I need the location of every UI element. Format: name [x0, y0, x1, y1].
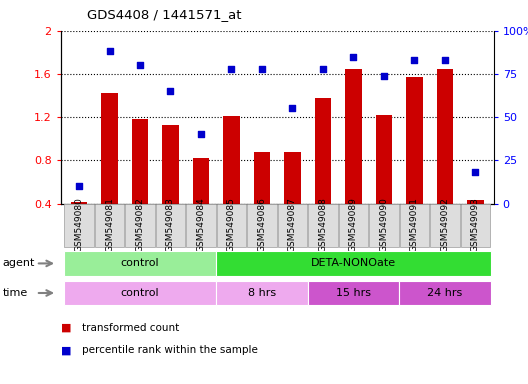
Bar [400, 204, 429, 247]
Text: percentile rank within the sample: percentile rank within the sample [82, 345, 258, 355]
Bar [247, 204, 277, 247]
Text: GSM549091: GSM549091 [410, 197, 419, 252]
Bar [339, 204, 368, 247]
Text: ■: ■ [61, 345, 71, 355]
Text: GSM549092: GSM549092 [440, 197, 449, 252]
Bar [216, 281, 308, 305]
Point [75, 183, 83, 189]
Point [441, 57, 449, 63]
Text: time: time [3, 288, 28, 298]
Bar [406, 77, 423, 204]
Text: transformed count: transformed count [82, 323, 179, 333]
Point [319, 66, 327, 72]
Bar [253, 152, 270, 204]
Text: GSM549081: GSM549081 [105, 197, 114, 252]
Text: GSM549085: GSM549085 [227, 197, 236, 252]
Text: GSM549087: GSM549087 [288, 197, 297, 252]
Bar [315, 98, 332, 204]
Text: GSM549088: GSM549088 [318, 197, 327, 252]
Bar [64, 251, 216, 276]
Point [136, 62, 144, 68]
Bar [101, 93, 118, 204]
Bar [467, 200, 484, 204]
Bar [308, 281, 399, 305]
Bar [284, 152, 301, 204]
Text: GDS4408 / 1441571_at: GDS4408 / 1441571_at [87, 8, 242, 21]
Bar [223, 116, 240, 204]
Text: agent: agent [3, 258, 35, 268]
Bar [369, 204, 399, 247]
Point [166, 88, 175, 94]
Bar [399, 281, 491, 305]
Text: 24 hrs: 24 hrs [427, 288, 463, 298]
Text: ■: ■ [61, 323, 71, 333]
Point [288, 106, 297, 112]
Text: control: control [121, 258, 159, 268]
Point [380, 73, 388, 79]
Point [105, 48, 114, 55]
Text: 8 hrs: 8 hrs [248, 288, 276, 298]
Bar [156, 204, 185, 247]
Bar [217, 204, 246, 247]
Bar [186, 204, 215, 247]
Text: GSM549082: GSM549082 [136, 197, 145, 252]
Point [258, 66, 266, 72]
Bar [131, 119, 148, 204]
Text: 15 hrs: 15 hrs [336, 288, 371, 298]
Point [197, 131, 205, 137]
Point [349, 53, 357, 60]
Bar [461, 204, 490, 247]
Bar [193, 158, 210, 204]
Text: GSM549086: GSM549086 [258, 197, 267, 252]
Point [471, 169, 479, 175]
Bar [375, 115, 392, 204]
Bar [345, 68, 362, 204]
Bar [437, 68, 453, 204]
Bar [278, 204, 307, 247]
Point [410, 57, 419, 63]
Text: DETA-NONOate: DETA-NONOate [311, 258, 396, 268]
Text: GSM549093: GSM549093 [471, 197, 480, 252]
Bar [125, 204, 155, 247]
Point [227, 66, 235, 72]
Bar [71, 202, 88, 204]
Text: GSM549089: GSM549089 [349, 197, 358, 252]
Bar [308, 204, 337, 247]
Bar [430, 204, 459, 247]
Bar [216, 251, 491, 276]
Bar [64, 204, 93, 247]
Text: control: control [121, 288, 159, 298]
Text: GSM549083: GSM549083 [166, 197, 175, 252]
Bar [162, 125, 179, 204]
Bar [64, 281, 216, 305]
Text: GSM549080: GSM549080 [74, 197, 83, 252]
Text: GSM549084: GSM549084 [196, 197, 205, 252]
Text: GSM549090: GSM549090 [380, 197, 389, 252]
Bar [95, 204, 124, 247]
